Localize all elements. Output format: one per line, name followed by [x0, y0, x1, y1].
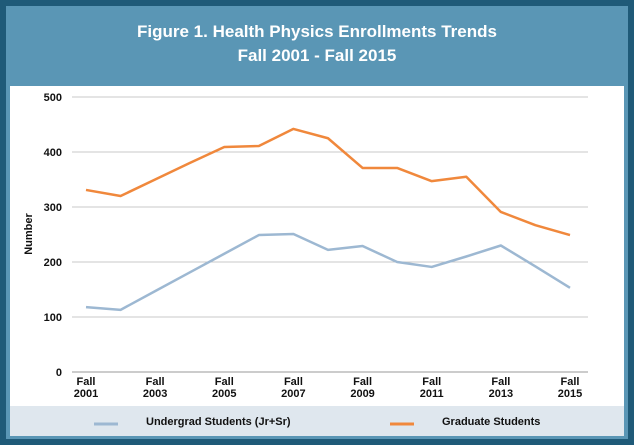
- legend-panel: [10, 406, 624, 436]
- x-tick-label: Fall 2009: [350, 376, 374, 400]
- y-tick-label: 300: [44, 202, 62, 214]
- x-tick-label: Fall 2005: [212, 376, 236, 400]
- x-tick-label: Fall 2001: [74, 376, 98, 400]
- y-tick-label: 100: [44, 312, 62, 324]
- legend-label: Undergrad Students (Jr+Sr): [146, 416, 291, 428]
- series-line: [85, 127, 571, 237]
- y-tick-label: 0: [56, 367, 62, 379]
- legend-label: Graduate Students: [442, 416, 540, 428]
- y-axis-label: Number: [23, 213, 35, 255]
- x-tick-label: Fall 2011: [420, 376, 444, 400]
- y-tick-label: 400: [44, 147, 62, 159]
- x-tick-label: Fall 2013: [489, 376, 513, 400]
- x-tick-label: Fall 2007: [281, 376, 305, 400]
- y-tick-label: 200: [44, 257, 62, 269]
- x-tick-label: Fall 2003: [143, 376, 167, 400]
- y-tick-label: 500: [44, 92, 62, 104]
- chart-subtitle: Fall 2001 - Fall 2015: [238, 46, 397, 65]
- series-line: [85, 232, 571, 312]
- chart-title: Figure 1. Health Physics Enrollments Tre…: [137, 22, 497, 41]
- x-tick-label: Fall 2015: [558, 376, 582, 400]
